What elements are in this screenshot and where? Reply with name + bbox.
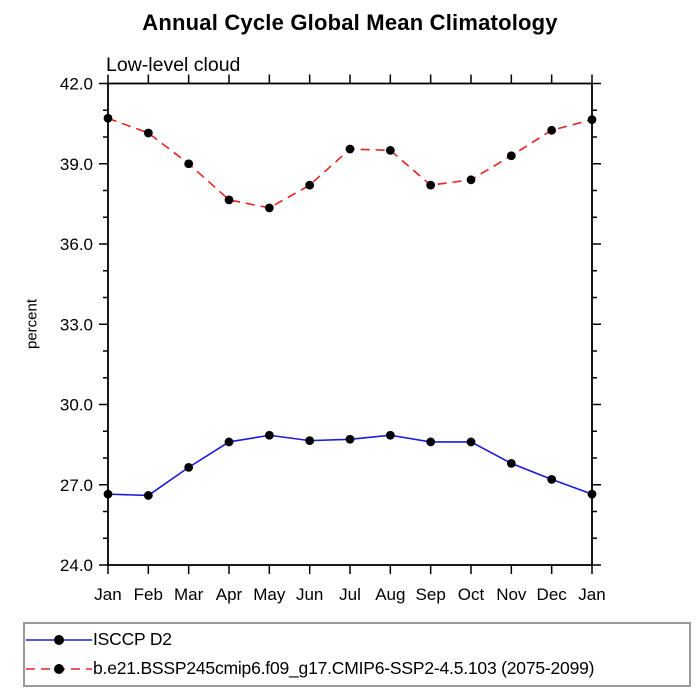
x-tick-label: Aug bbox=[375, 585, 405, 604]
x-tick-label: Oct bbox=[458, 585, 485, 604]
data-point bbox=[224, 195, 234, 205]
data-point bbox=[184, 462, 194, 472]
data-point bbox=[305, 180, 315, 190]
legend-line-sample-dashed bbox=[26, 664, 92, 674]
legend-row-model: b.e21.BSSP245cmip6.f09_g17.CMIP6-SSP2-4.… bbox=[25, 656, 689, 682]
data-point bbox=[103, 489, 113, 499]
y-tick-label: 36.0 bbox=[60, 235, 93, 254]
data-point bbox=[385, 430, 395, 440]
data-point bbox=[426, 437, 436, 447]
data-point bbox=[264, 203, 274, 213]
x-tick-label: Apr bbox=[216, 585, 243, 604]
x-tick-label: Jun bbox=[296, 585, 323, 604]
data-point bbox=[506, 151, 516, 161]
x-tick-label: Nov bbox=[496, 585, 527, 604]
data-point bbox=[305, 436, 315, 446]
x-tick-label: Jul bbox=[339, 585, 361, 604]
data-point bbox=[143, 491, 153, 500]
x-tick-label: Jan bbox=[578, 585, 605, 604]
data-point bbox=[385, 145, 395, 155]
data-point bbox=[426, 180, 436, 190]
legend-line-sample-solid bbox=[26, 635, 92, 645]
data-point bbox=[587, 489, 597, 499]
data-point bbox=[466, 175, 476, 185]
x-tick-label: Mar bbox=[174, 585, 204, 604]
y-tick-label: 27.0 bbox=[60, 476, 93, 495]
data-point bbox=[264, 430, 274, 440]
chart-subtitle: Low-level cloud bbox=[106, 54, 241, 76]
data-point bbox=[547, 475, 557, 484]
chart-title: Annual Cycle Global Mean Climatology bbox=[142, 10, 558, 35]
x-tick-label: Dec bbox=[537, 585, 568, 604]
x-tick-label: Sep bbox=[416, 585, 446, 604]
data-point bbox=[345, 434, 355, 444]
y-tick-label: 42.0 bbox=[60, 75, 93, 94]
data-point bbox=[547, 125, 557, 135]
x-tick-label: Jan bbox=[94, 585, 121, 604]
y-tick-label: 39.0 bbox=[60, 155, 93, 174]
data-point bbox=[587, 115, 597, 125]
data-point bbox=[224, 437, 234, 447]
y-tick-label: 33.0 bbox=[60, 315, 93, 334]
data-point bbox=[506, 458, 516, 468]
x-tick-label: Feb bbox=[134, 585, 163, 604]
legend-label-isccp: ISCCP D2 bbox=[93, 629, 172, 650]
data-point bbox=[466, 437, 476, 447]
legend-label-model: b.e21.BSSP245cmip6.f09_g17.CMIP6-SSP2-4.… bbox=[93, 658, 595, 679]
series-line-0 bbox=[107, 434, 593, 497]
y-tick-label: 24.0 bbox=[60, 556, 93, 575]
legend-row-isccp: ISCCP D2 bbox=[25, 627, 689, 653]
data-point bbox=[143, 128, 153, 138]
y-tick-label: 30.0 bbox=[60, 396, 93, 415]
x-tick-label: May bbox=[253, 585, 286, 604]
series-line-1 bbox=[107, 117, 593, 209]
plot-frame bbox=[107, 82, 593, 566]
data-point bbox=[103, 113, 113, 123]
legend-box: ISCCP D2 b.e21.BSSP245cmip6.f09_g17.CMIP… bbox=[23, 622, 691, 687]
data-point bbox=[345, 144, 355, 154]
data-point bbox=[184, 159, 194, 169]
